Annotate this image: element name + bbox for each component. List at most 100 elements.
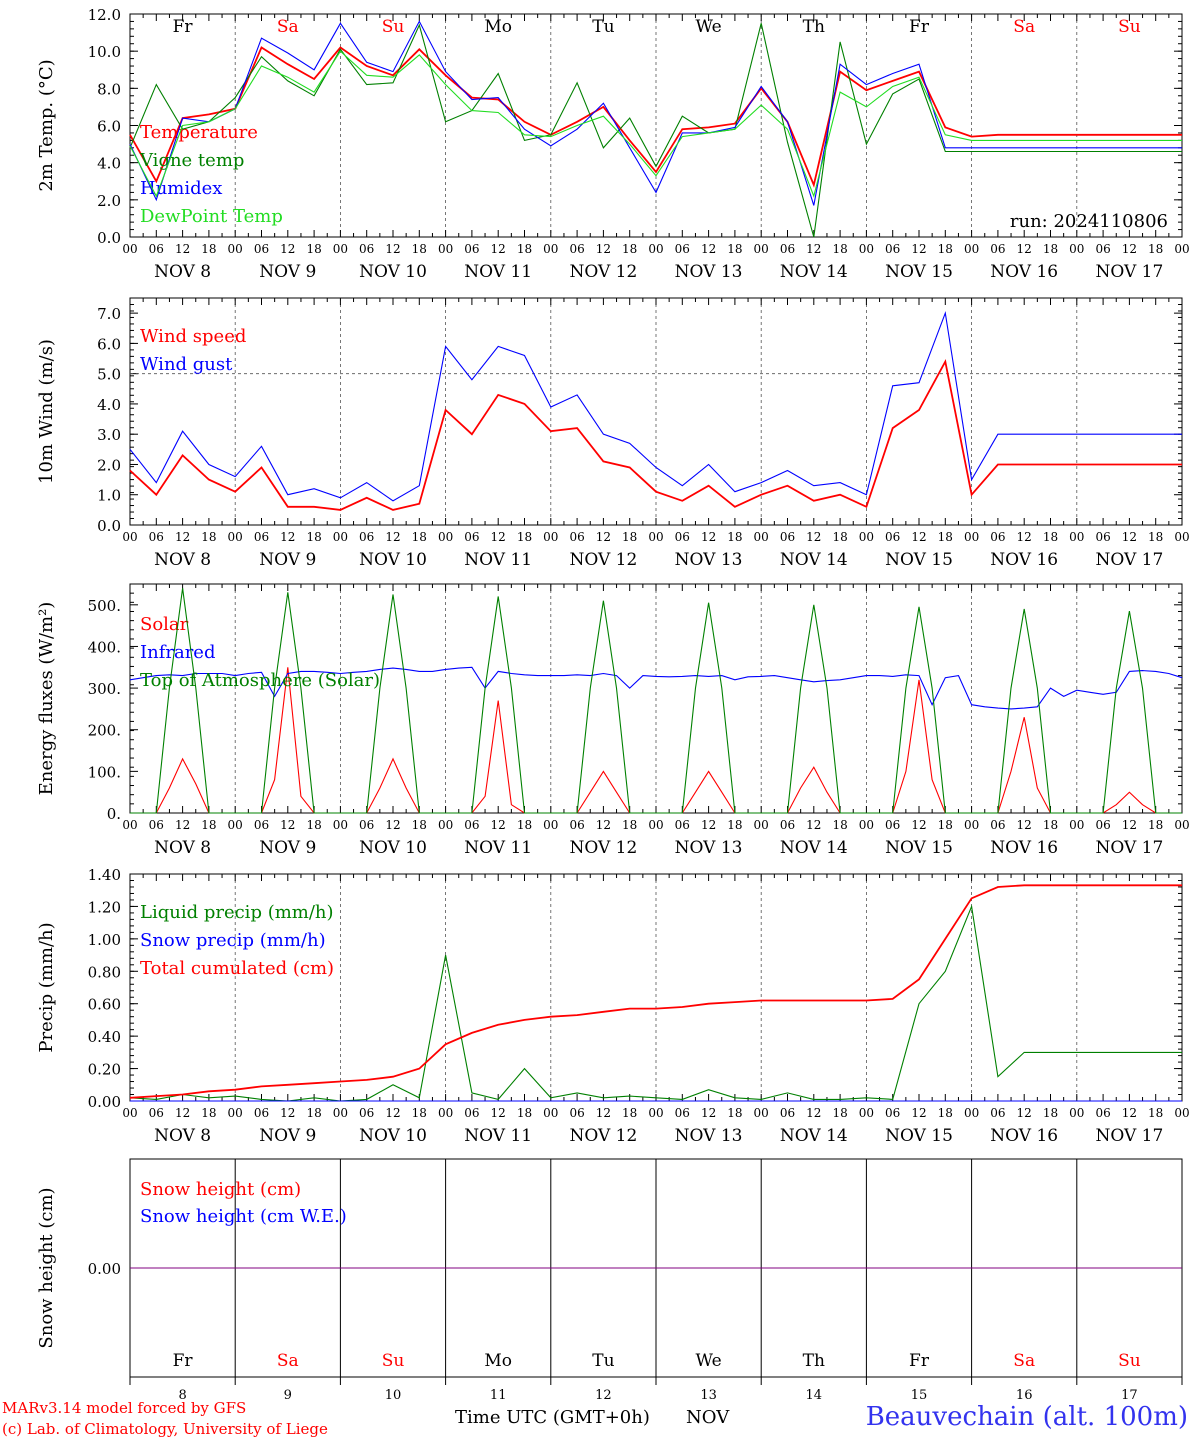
- hour-label: 12: [175, 242, 190, 256]
- hour-label: 12: [175, 818, 190, 832]
- hour-label: 12: [280, 818, 295, 832]
- series-line-2: [129, 310, 1182, 502]
- hour-label: 12: [806, 1106, 821, 1120]
- series-line-3: [130, 588, 1182, 814]
- legend-entry: Wind gust: [140, 354, 233, 375]
- hour-label: 06: [569, 818, 584, 832]
- hour-label: 12: [280, 530, 295, 544]
- weekday-label: Mo: [484, 1351, 512, 1371]
- hour-label: 00: [1174, 818, 1189, 832]
- day-label: NOV 17: [1095, 550, 1163, 570]
- hour-label: 18: [938, 1106, 953, 1120]
- hour-label: 00: [333, 530, 348, 544]
- weekday-label: Su: [1118, 17, 1141, 37]
- y-tick-label: 8.0: [97, 80, 121, 98]
- y-tick-label: 100.: [88, 763, 121, 781]
- hour-label: 12: [491, 530, 506, 544]
- weekday-label: Su: [1118, 1351, 1141, 1371]
- hour-label: 12: [491, 818, 506, 832]
- day-label: NOV 12: [569, 550, 637, 570]
- x-axis-month: NOV: [686, 1407, 730, 1428]
- legend-entry: Infrared: [140, 642, 215, 663]
- hour-label: 00: [543, 818, 558, 832]
- hour-label: 06: [675, 1106, 690, 1120]
- hour-label: 18: [727, 818, 742, 832]
- hour-label: 00: [438, 818, 453, 832]
- hour-label: 12: [701, 1106, 716, 1120]
- hour-label: 18: [832, 242, 847, 256]
- hour-label: 06: [149, 242, 164, 256]
- hour-label: 00: [228, 242, 243, 256]
- y-tick-label: 1.00: [88, 931, 121, 949]
- hour-label: 00: [1069, 818, 1084, 832]
- day-label: NOV 10: [359, 838, 427, 858]
- hour-label: 00: [754, 242, 769, 256]
- legend-entry: Vigne temp: [139, 150, 244, 171]
- hour-label: 06: [464, 818, 479, 832]
- weekday-label: Fr: [173, 17, 194, 37]
- legend-entry: Snow height (cm): [140, 1179, 301, 1200]
- hour-label: 18: [622, 1106, 637, 1120]
- hour-label: 18: [1043, 818, 1058, 832]
- y-tick-label: 4.0: [97, 155, 121, 173]
- hour-label: 12: [911, 818, 926, 832]
- hour-label: 12: [596, 818, 611, 832]
- y-tick-label: 10.0: [88, 43, 121, 61]
- day-label: NOV 16: [990, 262, 1058, 282]
- day-label: NOV 17: [1095, 1126, 1163, 1146]
- hour-label: 00: [964, 818, 979, 832]
- day-label: NOV 13: [675, 838, 743, 858]
- weekday-label: Su: [382, 1351, 405, 1371]
- hour-label: 18: [201, 818, 216, 832]
- hour-label: 00: [648, 530, 663, 544]
- plot-frame: [129, 13, 1183, 238]
- legend-entry: Top of Atmosphere (Solar): [140, 670, 380, 691]
- hour-label: 06: [359, 530, 374, 544]
- hour-label: 18: [938, 530, 953, 544]
- hour-label: 00: [754, 1106, 769, 1120]
- hour-label: 00: [648, 242, 663, 256]
- hour-label: 06: [1095, 818, 1110, 832]
- credit-line-2: (c) Lab. of Climatology, University of L…: [2, 1420, 328, 1438]
- day-label: NOV 11: [464, 550, 532, 570]
- hour-label: 12: [806, 818, 821, 832]
- hour-label: 12: [596, 530, 611, 544]
- hour-label: 12: [280, 242, 295, 256]
- panel-5: 0.00 Snow height (cm) Snow height (cm) Snow…: [36, 1158, 1183, 1403]
- hour-label: 06: [780, 242, 795, 256]
- hour-label: 12: [596, 242, 611, 256]
- day-label: NOV 11: [464, 262, 532, 282]
- y-tick-label: 400.: [88, 638, 121, 656]
- weekday-label: Sa: [277, 17, 299, 37]
- hour-label: 06: [254, 1106, 269, 1120]
- day-number-label: 8: [178, 1388, 186, 1403]
- day-label: NOV 16: [990, 838, 1058, 858]
- hour-label: 12: [1122, 530, 1137, 544]
- hour-label: 00: [122, 530, 137, 544]
- series-line-2: [129, 23, 1182, 238]
- y-axis-label: Snow height (cm): [36, 1187, 57, 1348]
- y-tick-label: 12.0: [88, 6, 121, 24]
- hour-label: 00: [1069, 242, 1084, 256]
- hour-label: 06: [149, 1106, 164, 1120]
- day-label: NOV 12: [569, 838, 637, 858]
- weekday-label: Sa: [1013, 17, 1035, 37]
- hour-label: 18: [201, 242, 216, 256]
- hour-label: 18: [517, 818, 532, 832]
- hour-label: 12: [491, 242, 506, 256]
- weekday-label: Mo: [484, 17, 512, 37]
- hour-label: 06: [885, 530, 900, 544]
- y-tick-label: 1.20: [88, 898, 121, 916]
- hour-label: 18: [727, 530, 742, 544]
- day-label: NOV 15: [885, 262, 953, 282]
- hour-label: 18: [938, 818, 953, 832]
- hour-label: 06: [675, 818, 690, 832]
- hour-label: 12: [385, 1106, 400, 1120]
- hour-label: 06: [990, 1106, 1005, 1120]
- hour-label: 18: [412, 242, 427, 256]
- hour-label: 18: [1148, 1106, 1163, 1120]
- hour-label: 00: [122, 1106, 137, 1120]
- hour-label: 12: [1122, 818, 1137, 832]
- hour-label: 18: [727, 242, 742, 256]
